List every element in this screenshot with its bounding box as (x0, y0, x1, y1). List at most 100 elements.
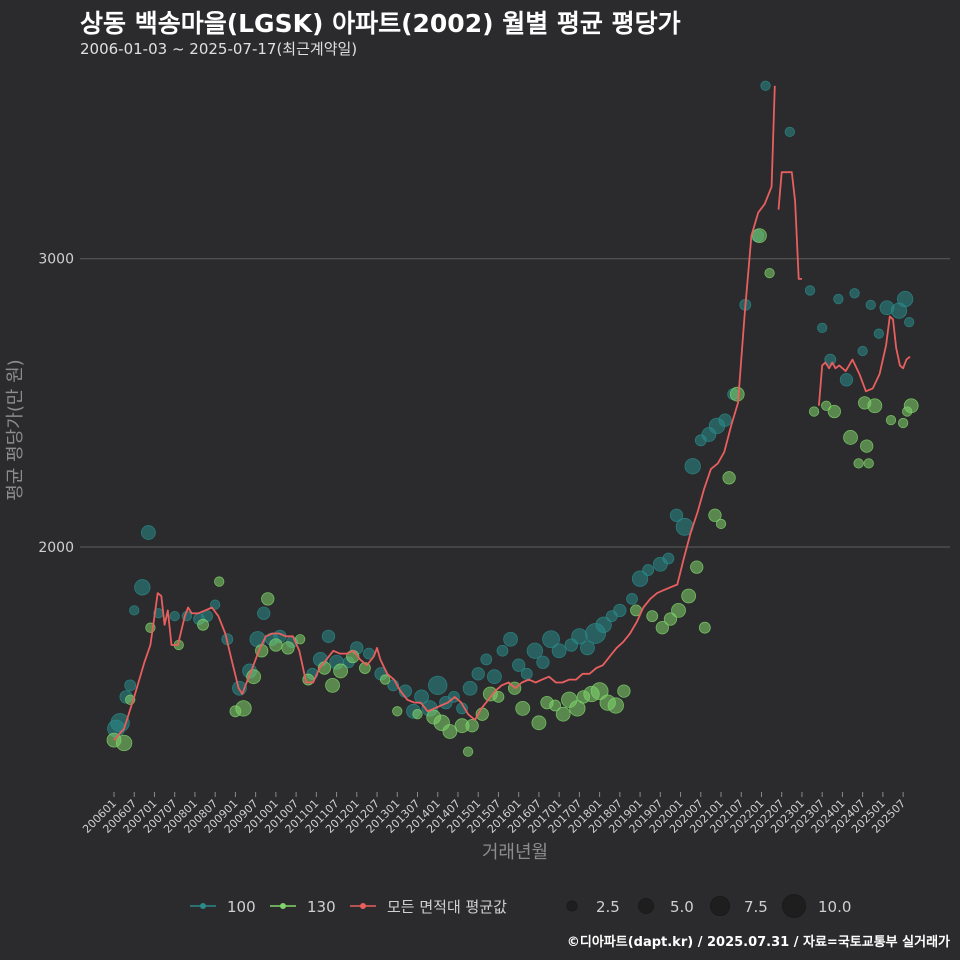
scatter-point-130 (863, 458, 874, 469)
scatter-point-100 (669, 508, 684, 522)
scatter-point-100 (496, 644, 509, 657)
legend-size-circle (782, 894, 806, 918)
scatter-point-130 (860, 439, 874, 453)
scatter-point-130 (569, 700, 586, 717)
y-tick-label: 3000 (38, 252, 74, 268)
scatter-point-130 (465, 719, 479, 733)
scatter-point-130 (827, 404, 841, 419)
scatter-point-130 (392, 706, 403, 717)
scatter-point-130 (325, 677, 340, 693)
scatter-point-100 (718, 413, 732, 427)
scatter-point-100 (471, 667, 485, 681)
scatter-point-130 (261, 592, 275, 606)
scatter-point-100 (833, 293, 844, 305)
legend-marker (280, 903, 286, 909)
scatter-point-130 (663, 612, 678, 626)
scatter-point-100 (462, 680, 478, 696)
x-axis-title: 거래년월 (482, 842, 548, 863)
scatter-point-130 (590, 682, 609, 701)
scatter-point-100 (124, 679, 137, 692)
y-axis-ticks: 2000 3000 (38, 252, 74, 556)
scatter-point-100 (321, 629, 336, 643)
scatter-point-130 (655, 621, 669, 635)
legend-size-label: 7.5 (744, 898, 768, 916)
average-line-segment (818, 315, 911, 406)
scatter-point-100 (257, 606, 271, 620)
scatter-point-130 (764, 267, 775, 279)
scatter-point-100 (580, 640, 595, 656)
scatter-point-100 (662, 552, 675, 565)
scatter-point-130 (492, 690, 505, 703)
legend-size-circle (566, 900, 578, 912)
scatter-point-130 (607, 697, 624, 714)
scatter-point-130 (235, 700, 252, 717)
scatter-point-100 (804, 285, 816, 296)
grid-lines (80, 258, 950, 548)
scatter-point-130 (214, 576, 225, 587)
scatter-point-100 (542, 630, 560, 649)
scatter-point-130 (729, 386, 745, 402)
scatter-point-100 (760, 80, 771, 91)
scatter-point-130 (722, 471, 736, 485)
scatter-point-130 (808, 406, 820, 417)
average-line (113, 85, 911, 741)
scatter-point-100 (129, 605, 140, 616)
scatter-point-100 (210, 599, 221, 610)
scatter-point-130 (698, 621, 711, 634)
legend-label: 130 (307, 898, 336, 916)
scatter-point-100 (684, 458, 701, 475)
scatter-point-100 (134, 579, 151, 596)
legend-label: 모든 면적대 평균값 (387, 898, 507, 916)
average-line-segment (777, 171, 802, 280)
scatter-point-130 (281, 641, 295, 655)
scatter-point-100 (520, 667, 533, 680)
legend-size-circle (710, 896, 730, 916)
scatter-point-100 (428, 675, 448, 695)
average-line-segment (113, 85, 776, 741)
scatter-point-130 (197, 618, 209, 631)
scatter-point-100 (642, 564, 655, 576)
scatter-point-130 (853, 458, 864, 469)
scatter-point-130 (715, 518, 727, 530)
legend: 100 130 모든 면적대 평균값 2.5 5.0 7.5 10.0 (190, 894, 851, 918)
scatter-point-130 (555, 706, 571, 722)
scatter-point-100 (526, 642, 544, 659)
legend-marker (200, 903, 206, 909)
scatter-point-100 (839, 373, 854, 387)
scatter-point-100 (503, 631, 518, 647)
scatter-point-100 (595, 616, 612, 633)
scatter-point-100 (631, 570, 649, 587)
scatter-point-130 (903, 398, 919, 414)
scatter-point-130 (115, 734, 133, 752)
scatter-point-130 (897, 417, 909, 429)
scatter-point-100 (551, 643, 567, 659)
scatter-point-130 (442, 724, 458, 739)
scatter-point-130 (269, 638, 283, 652)
scatter-point-100 (536, 655, 550, 669)
source-caption: ©디아파트(dapt.kr) / 2025.07.31 / 자료=국토교통부 실… (566, 935, 950, 950)
scatter-point-130 (690, 560, 704, 574)
scatter-points (106, 80, 919, 757)
scatter-point-100 (169, 611, 180, 622)
scatter-point-100 (512, 658, 526, 672)
scatter-point-130 (379, 674, 391, 685)
legend-label: 100 (227, 898, 256, 916)
legend-marker (360, 903, 366, 909)
scatter-point-130 (885, 414, 897, 426)
scatter-point-100 (480, 653, 493, 666)
scatter-point-130 (867, 398, 883, 414)
scatter-point-100 (140, 525, 156, 540)
scatter-point-100 (904, 316, 915, 328)
scatter-point-130 (843, 430, 858, 445)
scatter-point-100 (626, 592, 638, 605)
scatter-point-100 (613, 603, 627, 618)
scatter-point-100 (857, 345, 868, 357)
scatter-point-130 (681, 588, 697, 604)
scatter-point-130 (549, 699, 561, 712)
scatter-point-100 (865, 299, 876, 310)
scatter-point-130 (412, 709, 423, 720)
scatter-point-130 (708, 508, 722, 522)
scatter-point-100 (849, 288, 860, 299)
scatter-point-130 (462, 746, 474, 757)
scatter-point-130 (515, 701, 531, 716)
